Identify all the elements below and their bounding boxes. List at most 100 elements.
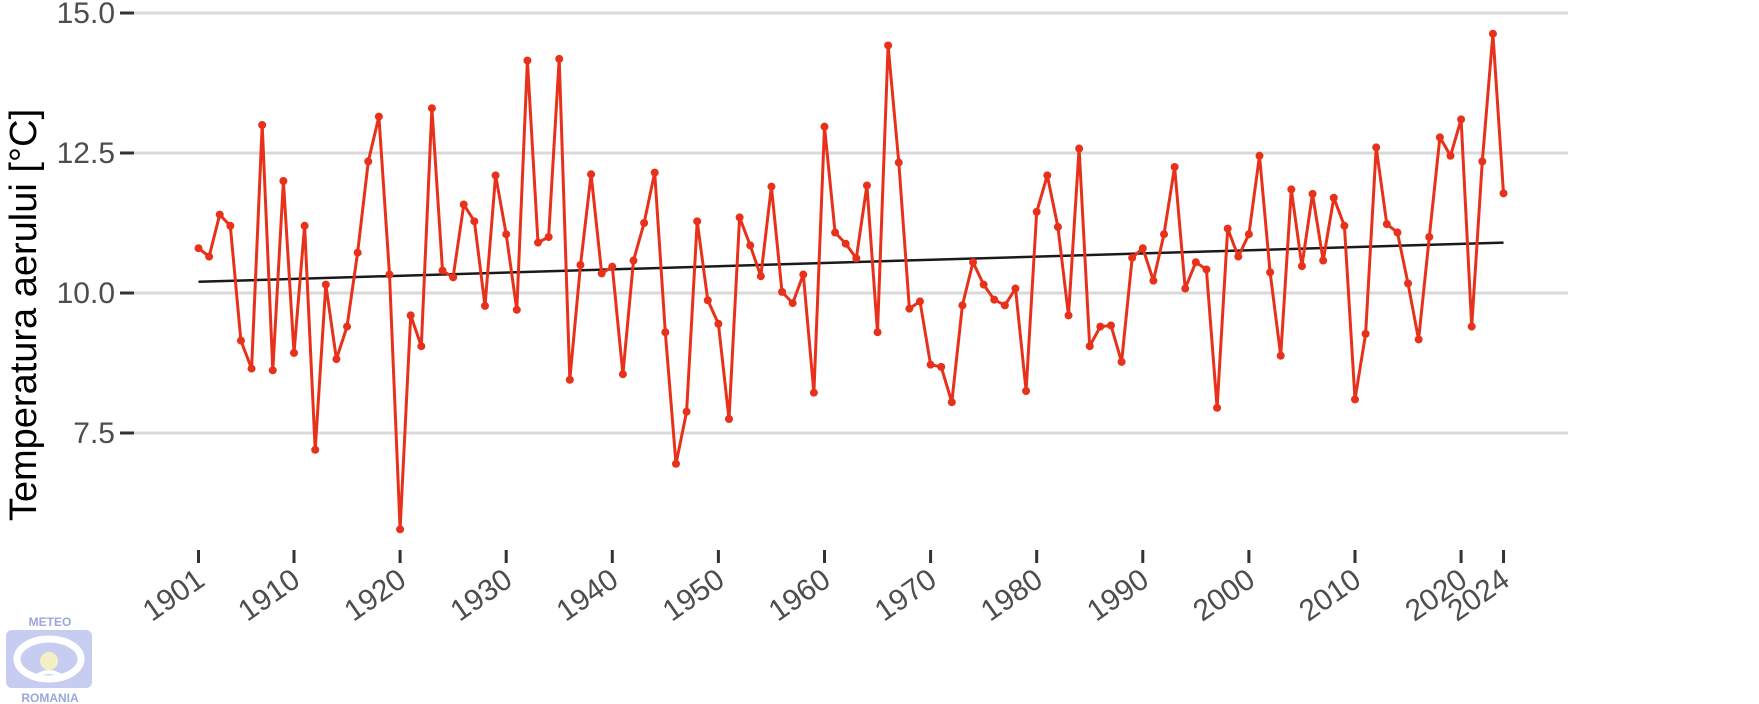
data-point [693,217,702,226]
x-tick-label: 1980 [975,563,1049,628]
data-point [1446,151,1455,160]
data-point [1382,220,1391,229]
data-point [555,54,564,63]
data-point [884,41,893,50]
x-tick-label: 1950 [657,563,731,628]
data-point [725,415,733,423]
x-tick-label: 2010 [1293,563,1367,628]
data-point [1064,311,1073,320]
data-point [385,270,394,279]
data-point [1170,163,1179,171]
data-point [767,182,776,191]
data-point [544,233,553,241]
data-point [1457,115,1466,124]
data-point [417,342,426,351]
data-point [587,170,596,179]
data-point [979,280,988,289]
x-axis: 1901 1910 1920 1930 1940 1950 1960 1970 1980 1990… [137,550,1516,628]
data-point [756,272,765,281]
data-point [279,177,288,185]
data-point [1234,252,1243,261]
temperature-series [194,29,1508,534]
data-point [1266,268,1275,277]
data-point [321,280,330,289]
logo-wave [32,670,66,680]
data-point [300,221,309,230]
data-point [343,322,352,331]
data-point [682,407,691,416]
data-point [1032,207,1041,216]
data-point [491,171,500,180]
data-point [1287,185,1296,194]
data-point [353,248,362,257]
data-point [205,252,214,261]
logo-top-text: METEO [29,615,72,629]
data-point [990,295,999,304]
data-point [841,239,850,248]
data-point [470,217,479,226]
y-tick-label: 7.5 [73,417,115,450]
data-point [746,241,755,250]
data-point [799,270,808,279]
x-tick-label: 2000 [1187,563,1261,628]
data-point [894,158,903,167]
data-point [1022,387,1031,395]
data-point [958,301,967,310]
data-point [332,355,341,364]
data-point [1488,29,1497,38]
data-point [1255,151,1264,160]
data-point [576,261,585,269]
data-point [862,181,871,190]
data-point [915,297,924,306]
logo-sun [40,652,58,670]
data-point [565,375,574,384]
data-point [661,328,670,337]
x-tick-label: 1960 [763,563,837,628]
x-tick-label: 1910 [232,563,306,628]
y-tick-label: 12.5 [57,137,115,170]
data-point [1393,228,1402,237]
data-point [735,213,744,222]
data-point [873,328,882,337]
data-point [1223,224,1232,233]
data-point [1308,189,1317,198]
gridlines [134,11,1568,435]
data-point [1478,157,1487,166]
x-tick-label: 1990 [1081,563,1155,628]
y-tick-label: 15.0 [57,0,115,30]
data-point [1138,244,1147,253]
data-point [459,200,468,209]
data-point [1213,403,1222,412]
data-point [1011,284,1020,293]
data-point [1297,262,1306,271]
data-point [226,221,235,230]
data-point [427,104,436,113]
data-point [438,266,447,275]
data-point [1414,335,1423,344]
data-point [396,525,405,534]
data-point [788,299,797,308]
data-point [258,121,267,129]
y-tick-label: 10.0 [57,277,115,310]
data-point [1096,322,1105,331]
data-point [449,273,458,282]
x-tick-label: 1940 [551,563,625,628]
data-point [194,244,203,253]
data-point [480,301,489,310]
data-point [618,370,627,379]
data-point [905,304,914,313]
data-point [374,112,383,121]
data-point [852,254,861,263]
data-point [778,287,787,296]
data-point [268,366,277,375]
data-point [289,348,298,357]
y-axis: 7.5 10.0 12.5 15.0 [57,0,134,450]
data-point [969,258,978,267]
data-point [1276,351,1285,360]
data-point [1467,322,1476,331]
data-point [1329,193,1338,202]
meteo-romania-logo: METEO ROMANIA [6,615,92,704]
data-point [512,305,521,314]
data-point [1340,221,1349,230]
